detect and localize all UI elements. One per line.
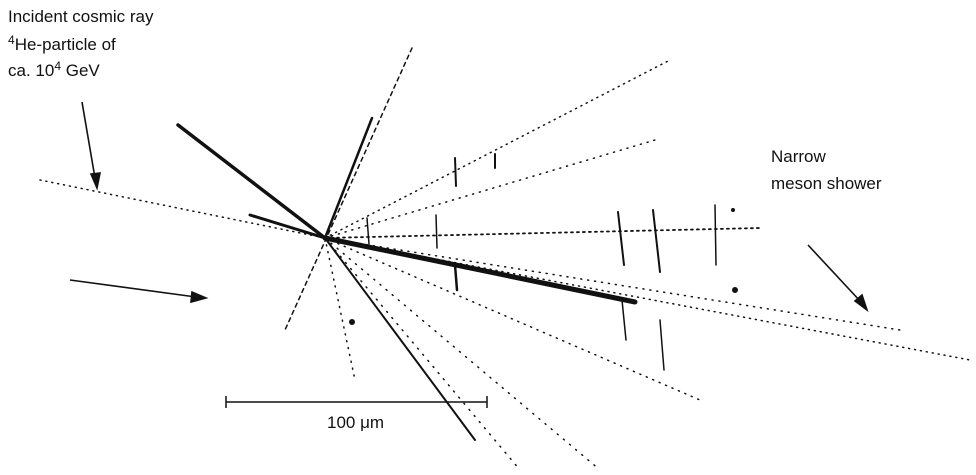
delta-ray bbox=[659, 319, 665, 371]
delta-ray bbox=[454, 157, 457, 187]
superscript: 4 bbox=[54, 59, 61, 73]
delta-ray bbox=[453, 263, 459, 292]
track bbox=[248, 213, 327, 240]
arrows bbox=[69, 101, 869, 313]
annotation-text: meson shower bbox=[771, 174, 882, 193]
grain bbox=[349, 319, 355, 325]
arrow-head bbox=[853, 293, 869, 313]
annotation-text: ca. 10 bbox=[8, 61, 54, 80]
shower-track bbox=[324, 227, 761, 239]
track bbox=[324, 237, 476, 441]
grain bbox=[731, 208, 735, 212]
track bbox=[284, 47, 413, 331]
delta-ray bbox=[714, 204, 717, 266]
annotation-text: GeV bbox=[61, 61, 100, 80]
track bbox=[323, 116, 374, 240]
arrow bbox=[69, 279, 197, 298]
arrow bbox=[807, 244, 862, 303]
shower-track bbox=[324, 237, 521, 471]
emulsion-tracks bbox=[39, 47, 971, 471]
delta-ray bbox=[366, 217, 370, 245]
annotation-line: 4He-particle of bbox=[8, 33, 116, 54]
annotation-text: Narrow bbox=[771, 147, 827, 166]
shower-track bbox=[324, 237, 701, 401]
arrow-head bbox=[190, 290, 209, 304]
superscript: 4 bbox=[8, 33, 15, 47]
delta-ray bbox=[621, 299, 627, 341]
annotation-text: Incident cosmic ray bbox=[8, 7, 154, 26]
delta-ray bbox=[435, 214, 438, 249]
shower-track bbox=[324, 139, 656, 239]
grain bbox=[732, 287, 738, 293]
annotation-line: ca. 104 GeV bbox=[8, 59, 100, 80]
arrow bbox=[81, 101, 96, 179]
track bbox=[176, 123, 327, 240]
main-track bbox=[322, 235, 638, 305]
annotation-line: Incident cosmic ray bbox=[8, 7, 154, 26]
shower-track bbox=[324, 237, 971, 361]
scale-bar bbox=[225, 396, 488, 408]
scale-label: 100 μm bbox=[327, 413, 384, 432]
delta-ray bbox=[652, 209, 661, 273]
incident-track bbox=[39, 179, 326, 239]
delta-ray bbox=[617, 211, 625, 266]
annotation-text: He-particle of bbox=[15, 35, 116, 54]
shower-track bbox=[324, 237, 601, 471]
arrow-head bbox=[89, 172, 101, 191]
shower-track bbox=[324, 59, 671, 239]
